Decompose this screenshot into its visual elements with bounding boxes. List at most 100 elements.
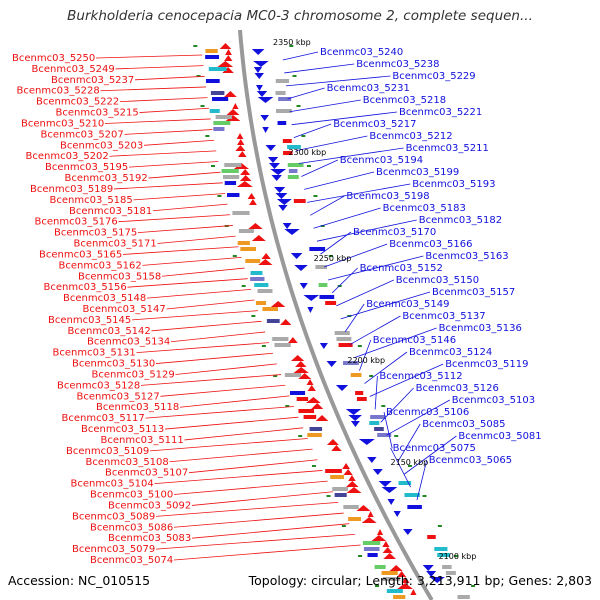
gene-label-right[interactable]: Bcenmc03_5170 — [353, 227, 436, 238]
gene-label-left[interactable]: Bcenmc03_5092 — [108, 500, 191, 511]
left-strand-gene — [371, 535, 387, 541]
gene-label-left[interactable]: Bcenmc03_5158 — [78, 271, 161, 282]
gene-label-right[interactable]: Bcenmc03_5193 — [412, 179, 495, 190]
gene-label-left[interactable]: Bcenmc03_5129 — [92, 369, 175, 380]
gene-label-left[interactable]: Bcenmc03_5202 — [26, 151, 109, 162]
tick-mark — [437, 525, 442, 527]
gene-label-left[interactable]: Bcenmc03_5250 — [12, 53, 95, 64]
gene-label-right[interactable]: Bcenmc03_5112 — [379, 371, 462, 382]
gene-label-right[interactable]: Bcenmc03_5146 — [373, 335, 456, 346]
right-strand-gene — [254, 73, 265, 79]
gene-label-left[interactable]: Bcenmc03_5181 — [69, 206, 152, 217]
gene-label-right[interactable]: Bcenmc03_5198 — [346, 191, 429, 202]
gene-label-right[interactable]: Bcenmc03_5194 — [340, 155, 423, 166]
gene-label-left[interactable]: Bcenmc03_5104 — [71, 479, 154, 490]
gene-label-right[interactable]: Bcenmc03_5085 — [422, 419, 505, 430]
left-strand-gene — [258, 259, 273, 265]
gene-label-right[interactable]: Bcenmc03_5231 — [327, 83, 410, 94]
gene-label-left[interactable]: Bcenmc03_5185 — [50, 195, 133, 206]
gene-label-left[interactable]: Bcenmc03_5134 — [87, 337, 170, 348]
gene-label-left[interactable]: Bcenmc03_5086 — [90, 522, 173, 533]
gene-label-left[interactable]: Bcenmc03_5249 — [32, 64, 115, 75]
label-connector-left — [184, 427, 304, 441]
feature-block — [224, 163, 242, 167]
feature-block — [442, 565, 452, 569]
gene-label-right[interactable]: Bcenmc03_5126 — [416, 383, 499, 394]
gene-label-right[interactable]: Bcenmc03_5149 — [366, 299, 449, 310]
feature-block — [370, 415, 386, 419]
label-connector-right — [331, 267, 358, 294]
gene-label-right[interactable]: Bcenmc03_5075 — [393, 443, 476, 454]
gene-label-left[interactable]: Bcenmc03_5145 — [48, 315, 131, 326]
tick-mark — [301, 135, 306, 137]
gene-label-left[interactable]: Bcenmc03_5222 — [36, 97, 119, 108]
gene-label-left[interactable]: Bcenmc03_5111 — [101, 435, 184, 446]
gene-label-left[interactable]: Bcenmc03_5128 — [57, 380, 140, 391]
gene-label-right[interactable]: Bcenmc03_5217 — [333, 119, 416, 130]
gene-label-left[interactable]: Bcenmc03_5117 — [62, 413, 145, 424]
gene-label-left[interactable]: Bcenmc03_5215 — [56, 108, 139, 119]
gene-label-left[interactable]: Bcenmc03_5189 — [30, 184, 113, 195]
tick-mark — [217, 195, 222, 197]
gene-label-left[interactable]: Bcenmc03_5107 — [105, 468, 188, 479]
gene-label-right[interactable]: Bcenmc03_5221 — [399, 107, 482, 118]
gene-label-left[interactable]: Bcenmc03_5131 — [53, 348, 136, 359]
gene-label-right[interactable]: Bcenmc03_5183 — [383, 203, 466, 214]
gene-label-left[interactable]: Bcenmc03_5171 — [74, 239, 157, 250]
gene-label-right[interactable]: Bcenmc03_5136 — [439, 323, 522, 334]
feature-block — [355, 391, 364, 395]
gene-label-right[interactable]: Bcenmc03_5150 — [396, 275, 479, 286]
gene-label-left[interactable]: Bcenmc03_5203 — [60, 140, 143, 151]
gene-label-right[interactable]: Bcenmc03_5065 — [429, 455, 512, 466]
gene-label-left[interactable]: Bcenmc03_5156 — [44, 282, 127, 293]
gene-label-left[interactable]: Bcenmc03_5089 — [72, 511, 155, 522]
gene-label-left[interactable]: Bcenmc03_5175 — [54, 228, 137, 239]
gene-label-right[interactable]: Bcenmc03_5106 — [386, 407, 469, 418]
gene-label-left[interactable]: Bcenmc03_5083 — [108, 533, 191, 544]
gene-label-left[interactable]: Bcenmc03_5207 — [41, 129, 124, 140]
gene-label-right[interactable]: Bcenmc03_5211 — [406, 143, 489, 154]
gene-label-left[interactable]: Bcenmc03_5079 — [72, 544, 155, 555]
gene-label-right[interactable]: Bcenmc03_5240 — [320, 47, 403, 58]
label-connector-right — [336, 279, 394, 307]
gene-label-left[interactable]: Bcenmc03_5100 — [90, 490, 173, 501]
gene-label-right[interactable]: Bcenmc03_5238 — [356, 59, 439, 70]
gene-label-right[interactable]: Bcenmc03_5229 — [392, 71, 475, 82]
gene-label-left[interactable]: Bcenmc03_5118 — [96, 402, 179, 413]
gene-label-left[interactable]: Bcenmc03_5192 — [65, 173, 148, 184]
gene-label-left[interactable]: Bcenmc03_5127 — [77, 391, 160, 402]
gene-label-right[interactable]: Bcenmc03_5218 — [363, 95, 446, 106]
gene-label-left[interactable]: Bcenmc03_5147 — [83, 304, 166, 315]
feature-block — [277, 121, 287, 125]
right-strand-gene — [270, 169, 287, 175]
gene-label-left[interactable]: Bcenmc03_5113 — [81, 424, 164, 435]
gene-label-right[interactable]: Bcenmc03_5182 — [419, 215, 502, 226]
gene-label-right[interactable]: Bcenmc03_5152 — [360, 263, 443, 274]
gene-label-left[interactable]: Bcenmc03_5109 — [66, 446, 149, 457]
gene-label-right[interactable]: Bcenmc03_5103 — [452, 395, 535, 406]
gene-label-right[interactable]: Bcenmc03_5199 — [376, 167, 459, 178]
gene-label-right[interactable]: Bcenmc03_5119 — [445, 359, 528, 370]
gene-label-left[interactable]: Bcenmc03_5228 — [17, 86, 100, 97]
gene-label-left[interactable]: Bcenmc03_5130 — [72, 359, 155, 370]
gene-label-left[interactable]: Bcenmc03_5165 — [39, 249, 122, 260]
gene-label-right[interactable]: Bcenmc03_5137 — [402, 311, 485, 322]
gene-label-left[interactable]: Bcenmc03_5237 — [51, 75, 134, 86]
gene-label-left[interactable]: Bcenmc03_5108 — [86, 457, 169, 468]
feature-block — [348, 517, 361, 521]
gene-label-right[interactable]: Bcenmc03_5212 — [369, 131, 452, 142]
gene-label-left[interactable]: Bcenmc03_5210 — [21, 118, 104, 129]
gene-label-left[interactable]: Bcenmc03_5176 — [35, 217, 118, 228]
gene-label-left[interactable]: Bcenmc03_5074 — [90, 555, 173, 566]
gene-label-left[interactable]: Bcenmc03_5148 — [63, 293, 146, 304]
gene-label-right[interactable]: Bcenmc03_5166 — [389, 239, 472, 250]
label-connector-left — [137, 225, 233, 234]
gene-label-right[interactable]: Bcenmc03_5124 — [409, 347, 492, 358]
gene-label-left[interactable]: Bcenmc03_5195 — [45, 162, 128, 173]
gene-label-right[interactable]: Bcenmc03_5163 — [425, 251, 508, 262]
gene-label-left[interactable]: Bcenmc03_5162 — [59, 260, 142, 271]
tick-mark — [307, 165, 312, 167]
gene-label-right[interactable]: Bcenmc03_5157 — [432, 287, 515, 298]
gene-label-right[interactable]: Bcenmc03_5081 — [458, 431, 541, 442]
gene-label-left[interactable]: Bcenmc03_5142 — [68, 326, 151, 337]
